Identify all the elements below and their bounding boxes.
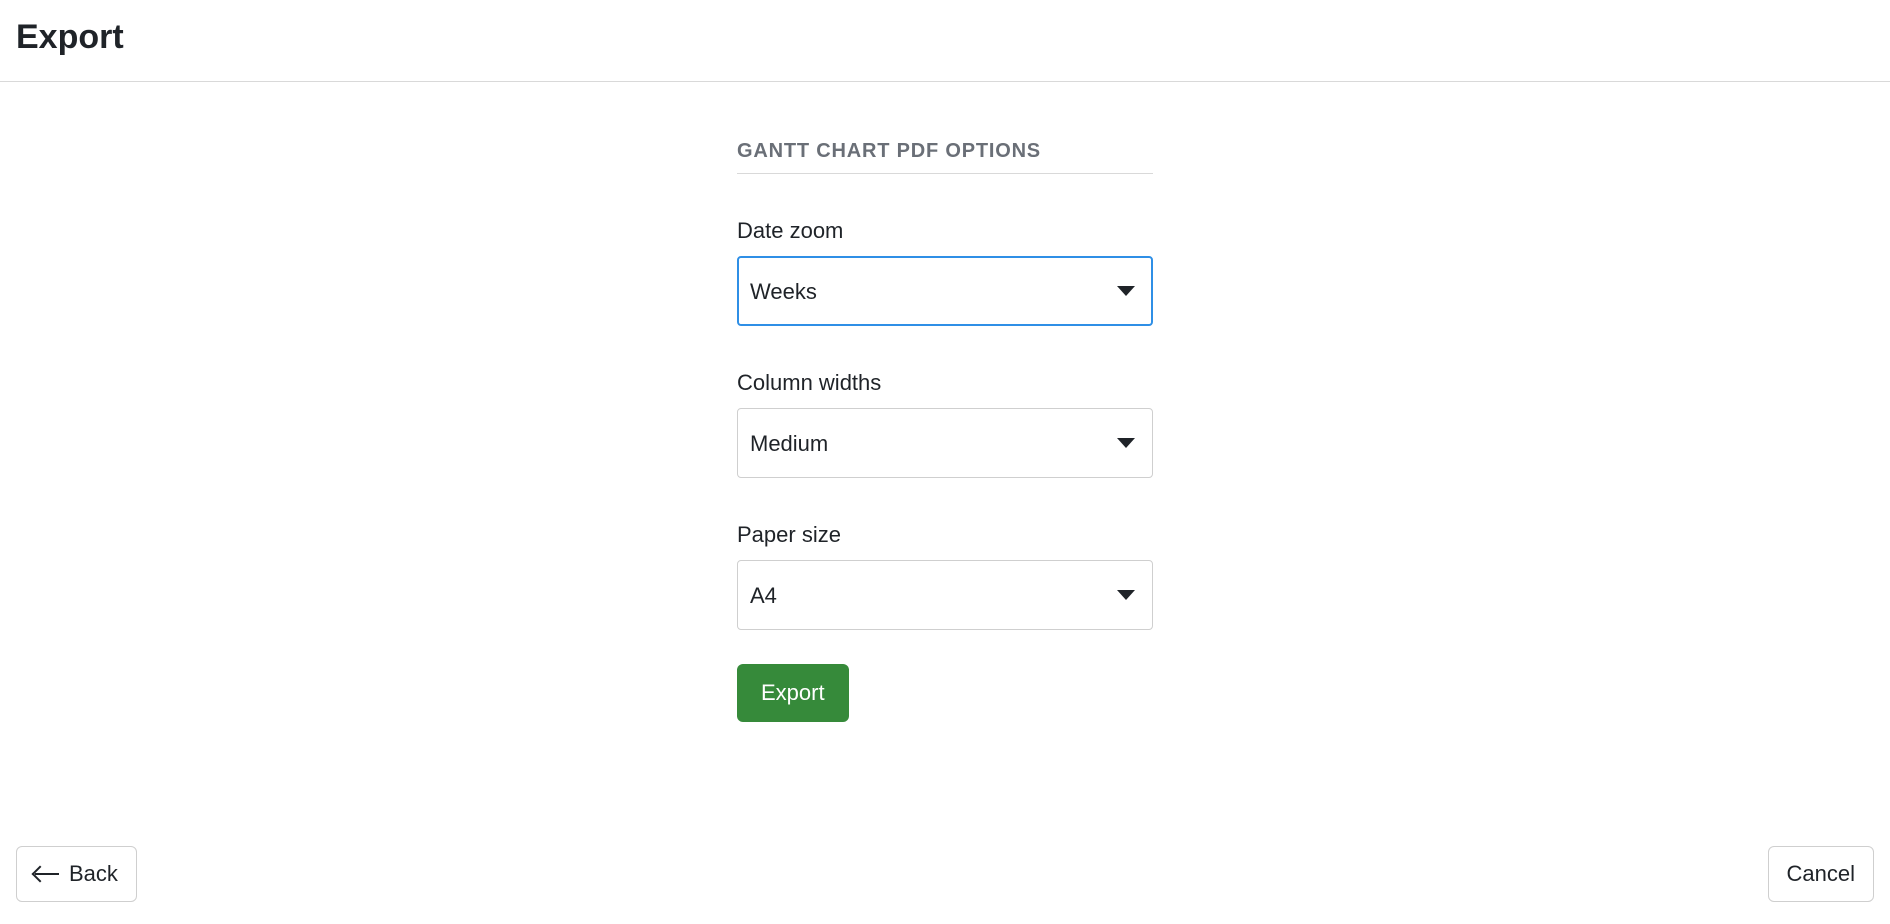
field-column-widths: Column widths Medium xyxy=(737,370,1153,478)
back-button[interactable]: Back xyxy=(16,846,137,902)
section-title: GANTT CHART PDF OPTIONS xyxy=(737,140,1153,174)
cancel-button[interactable]: Cancel xyxy=(1768,846,1874,902)
page-header: Export xyxy=(0,0,1890,82)
back-button-label: Back xyxy=(69,861,118,887)
arrow-left-icon xyxy=(35,873,59,875)
export-button[interactable]: Export xyxy=(737,664,849,722)
paper-size-label: Paper size xyxy=(737,522,1153,548)
paper-size-select-wrap: A4 xyxy=(737,560,1153,630)
submit-row: Export xyxy=(737,664,1153,722)
column-widths-label: Column widths xyxy=(737,370,1153,396)
date-zoom-select[interactable]: Weeks xyxy=(737,256,1153,326)
date-zoom-label: Date zoom xyxy=(737,218,1153,244)
field-paper-size: Paper size A4 xyxy=(737,522,1153,630)
footer: Back Cancel xyxy=(0,832,1890,924)
paper-size-select[interactable]: A4 xyxy=(737,560,1153,630)
page-title: Export xyxy=(16,18,1874,57)
field-date-zoom: Date zoom Weeks xyxy=(737,218,1153,326)
main-content: GANTT CHART PDF OPTIONS Date zoom Weeks … xyxy=(0,82,1890,722)
date-zoom-select-wrap: Weeks xyxy=(737,256,1153,326)
column-widths-select[interactable]: Medium xyxy=(737,408,1153,478)
export-form: GANTT CHART PDF OPTIONS Date zoom Weeks … xyxy=(737,140,1153,722)
column-widths-select-wrap: Medium xyxy=(737,408,1153,478)
